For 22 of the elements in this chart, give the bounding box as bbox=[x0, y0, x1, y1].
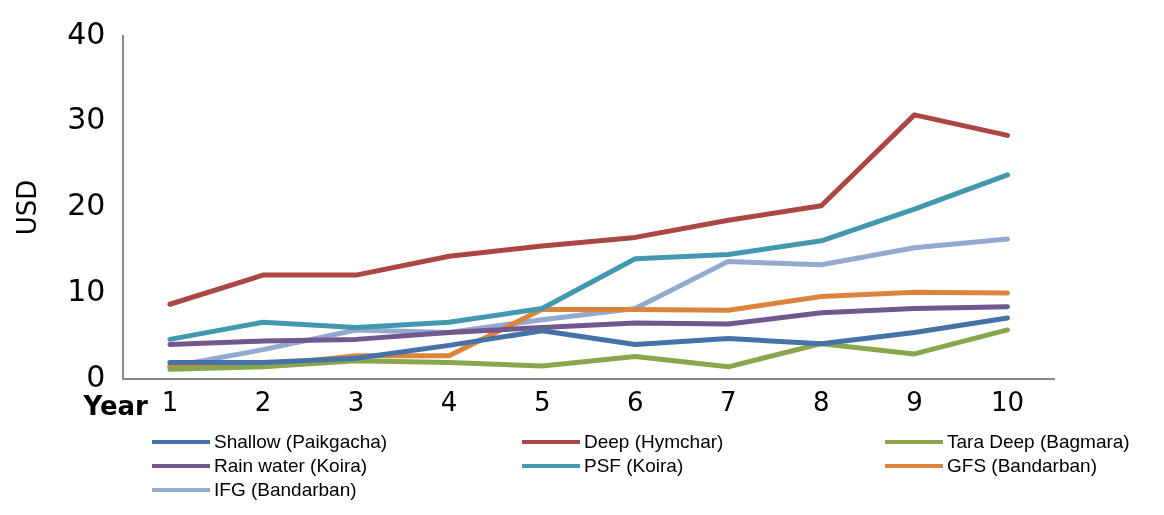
legend-label: Rain water (Koira) bbox=[214, 454, 368, 478]
legend-label: GFS (Bandarban) bbox=[947, 454, 1097, 478]
y-tick-label: 40 bbox=[67, 15, 106, 51]
x-tick-label: 4 bbox=[440, 387, 458, 418]
legend-label: Tara Deep (Bagmara) bbox=[947, 430, 1130, 454]
x-tick-label: 2 bbox=[254, 387, 272, 418]
x-tick-label: 7 bbox=[720, 387, 737, 418]
legend-label: Shallow (Paikgacha) bbox=[214, 430, 388, 454]
y-tick-label: 30 bbox=[67, 101, 106, 137]
legend-label: Deep (Hymchar) bbox=[584, 430, 724, 454]
x-tick-label: 8 bbox=[813, 387, 830, 418]
legend-label: PSF (Koira) bbox=[584, 454, 684, 478]
y-axis-title: USD bbox=[12, 179, 43, 236]
legend-label: IFG (Bandarban) bbox=[214, 478, 357, 502]
x-tick-label: 6 bbox=[626, 387, 644, 418]
x-tick-label: 1 bbox=[161, 387, 179, 418]
x-tick-label: 10 bbox=[990, 387, 1025, 418]
x-tick-label: 9 bbox=[906, 387, 923, 418]
x-tick-label: 5 bbox=[533, 387, 551, 418]
x-tick-label: 3 bbox=[347, 387, 365, 418]
y-tick-label: 10 bbox=[67, 272, 106, 308]
y-tick-label: 20 bbox=[67, 187, 106, 223]
